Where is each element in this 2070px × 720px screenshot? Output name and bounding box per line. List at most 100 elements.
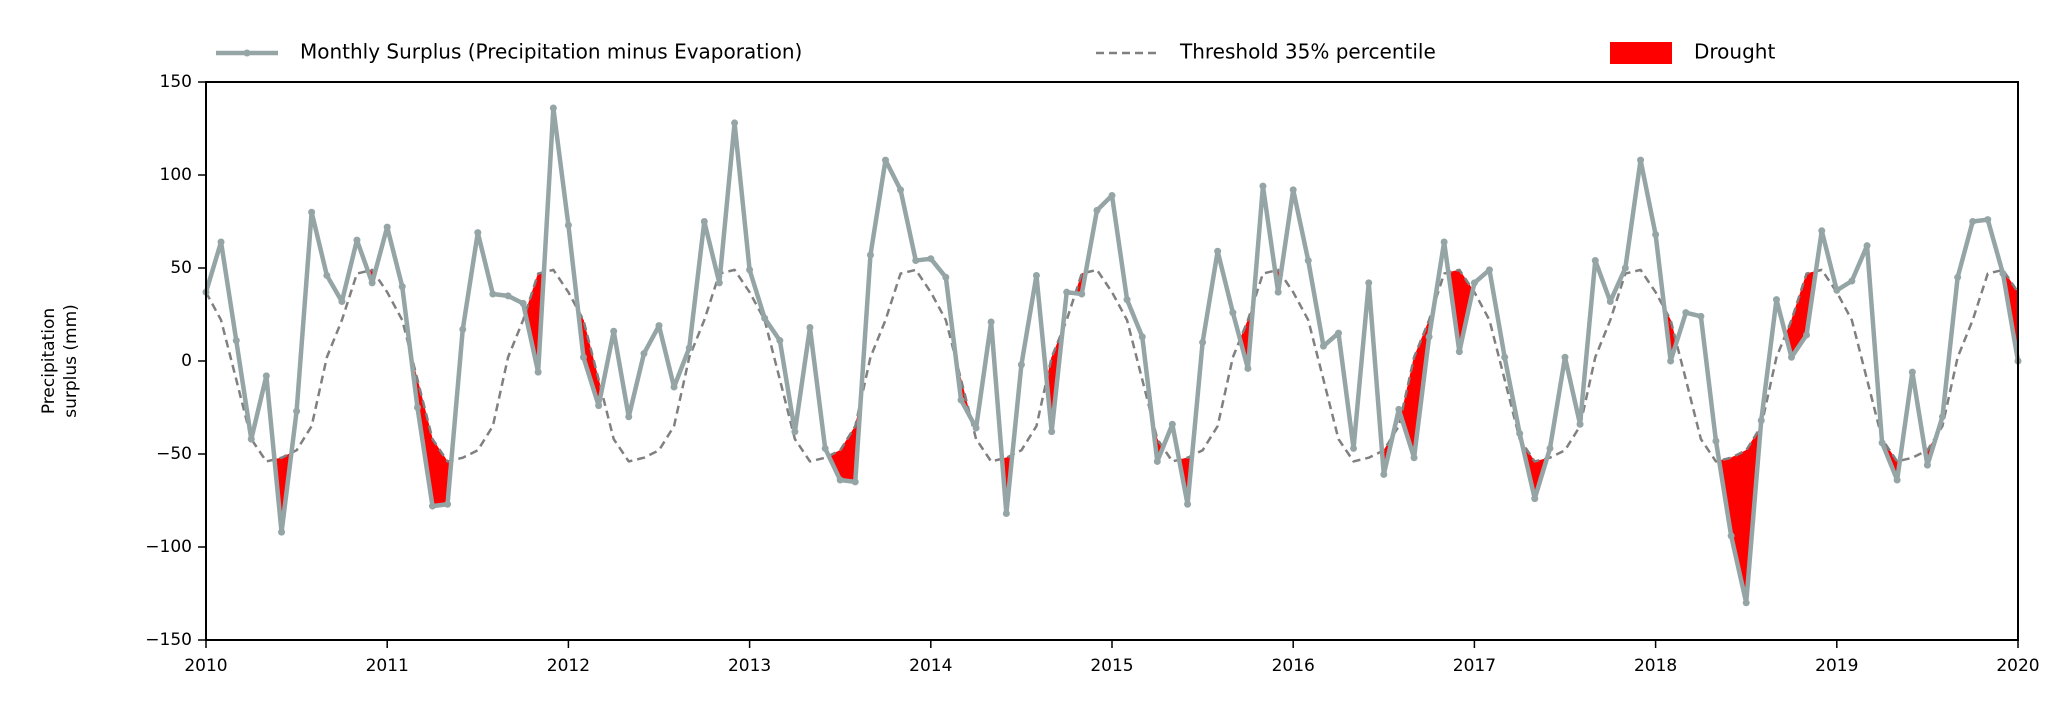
data-point [655,322,663,330]
data-point [459,325,467,333]
y-tick-label: 50 [170,258,192,278]
x-tick-label: 2011 [366,656,409,676]
data-point [489,290,497,298]
data-point [851,478,859,486]
data-point [262,372,270,380]
y-tick-label: 0 [181,351,192,371]
data-point [1818,227,1826,235]
x-tick-label: 2015 [1090,656,1133,676]
data-point [1153,457,1161,465]
data-point [1199,338,1207,346]
data-point [595,402,603,410]
data-point [444,500,452,508]
data-point [821,444,829,452]
data-point [1606,297,1614,305]
data-point [1576,420,1584,428]
data-point [1591,257,1599,265]
data-point [1319,342,1327,350]
data-point [1712,437,1720,445]
data-point [293,407,301,415]
data-point [1425,333,1433,341]
data-point [1833,286,1841,294]
data-point [1561,353,1569,361]
data-point [912,257,920,265]
data-point [897,186,905,194]
data-point [1289,186,1297,194]
data-point [368,279,376,287]
data-point [866,251,874,259]
data-point [217,238,225,246]
data-point [1803,331,1811,339]
data-point [579,353,587,361]
data-point [1214,247,1222,255]
data-point [1637,156,1645,164]
data-point [927,255,935,263]
data-point [338,297,346,305]
data-point [232,337,240,345]
data-point [1757,417,1765,425]
data-point [882,156,889,164]
data-point [1652,231,1660,239]
data-point [1093,206,1101,214]
series-line [204,268,2020,463]
data-point [1032,271,1040,279]
data-point [1304,257,1312,265]
data-point [1999,270,2007,278]
data-point [549,104,557,112]
data-point [1048,428,1056,436]
x-tick-label: 2017 [1453,656,1496,676]
drought-area [839,425,856,483]
data-point [1878,439,1886,447]
data-point [1501,353,1509,361]
data-point [1546,444,1554,452]
data-point [1848,277,1856,285]
data-point [278,528,286,536]
data-point [1697,312,1705,320]
data-point [685,344,693,352]
y-axis-label: Precipitation surplus (mm) [39,304,81,418]
data-point [1893,476,1901,484]
data-point [1168,420,1176,428]
data-point [610,327,618,335]
data-point [1667,357,1675,365]
data-point [1742,599,1750,607]
data-point [670,383,678,391]
x-tick-label: 2019 [1815,656,1858,676]
data-point [957,396,965,404]
data-point [398,283,406,291]
x-tick-label: 2016 [1272,656,1315,676]
data-point [1516,430,1524,438]
data-point [776,337,784,345]
data-point [761,314,769,322]
data-point [1184,500,1192,508]
data-point [1923,461,1931,469]
data-point [1984,216,1992,224]
legend-swatch [1610,42,1672,64]
y-tick-label: −100 [145,537,192,557]
legend-label: Drought [1694,40,1775,64]
data-point [1244,364,1252,372]
y-axis-label-line: Precipitation [39,308,59,414]
data-point [1621,264,1629,272]
data-point [746,266,754,274]
data-point [1954,273,1962,281]
data-point [564,221,572,229]
data-point [1788,353,1795,361]
data-point [806,324,814,332]
data-point [640,350,648,358]
data-point [1335,329,1342,337]
data-point [1682,309,1690,317]
data-point [1395,405,1403,413]
data-point [972,424,980,432]
x-tick-label: 2014 [909,656,952,676]
data-point [1938,413,1946,421]
data-point [625,413,633,421]
data-point [1410,454,1418,462]
data-point [1455,348,1463,356]
y-tick-label: 100 [160,165,192,185]
data-point [1108,191,1116,199]
data-point [1123,296,1131,304]
data-point [1470,279,1478,287]
data-point [1078,290,1086,298]
